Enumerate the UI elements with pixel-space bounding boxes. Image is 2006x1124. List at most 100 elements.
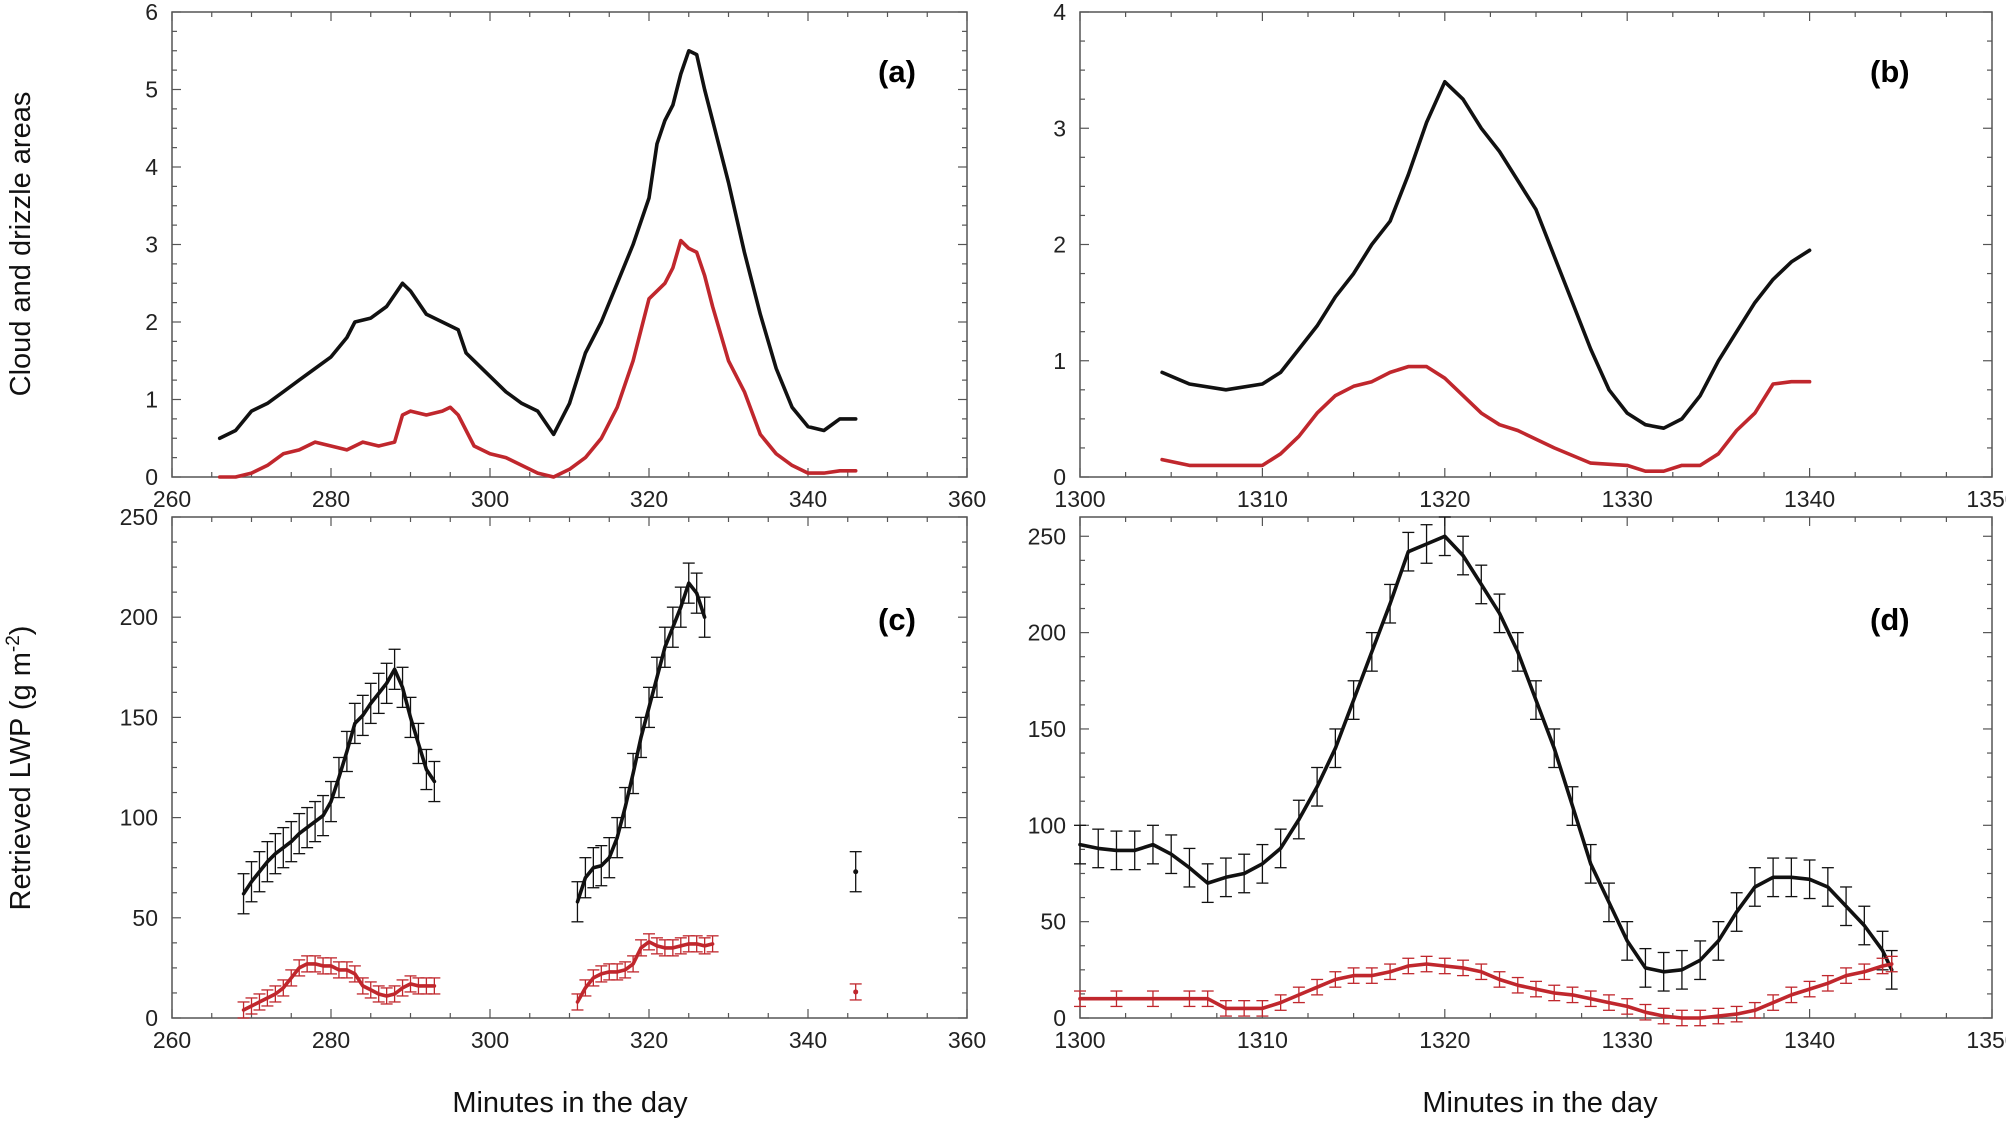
error-bar xyxy=(674,937,687,955)
error-bar xyxy=(1402,957,1415,975)
error-bar xyxy=(1347,967,1360,984)
error-bar xyxy=(1183,990,1196,1008)
error-bar xyxy=(1840,967,1853,984)
error-bar xyxy=(1457,959,1470,977)
x-tick-label: 280 xyxy=(312,486,350,512)
y-tick-label: 1 xyxy=(1053,348,1066,374)
error-bar xyxy=(1438,516,1451,557)
error-bar xyxy=(1530,980,1542,998)
error-bar xyxy=(309,800,322,843)
error-bar xyxy=(253,851,266,893)
error-bar xyxy=(1602,882,1615,923)
error-bar xyxy=(1785,857,1798,898)
y-tick-label: 6 xyxy=(145,0,158,25)
error-bar xyxy=(332,756,345,799)
y-tick-label: 3 xyxy=(145,232,158,258)
error-bar xyxy=(348,702,361,745)
error-bar xyxy=(1238,1000,1251,1017)
error-bar xyxy=(587,847,600,889)
error-bar xyxy=(1274,828,1287,869)
drizzle-series-line xyxy=(575,939,715,1004)
drizzle-series-line xyxy=(1160,364,1812,474)
error-bar xyxy=(1493,971,1506,988)
ticks-a: 260 280 300 320 340 360 0 1 2 3 4 5 6 xyxy=(145,0,986,512)
x-tick-label: 1300 xyxy=(1054,1027,1105,1053)
x-tick-label: 320 xyxy=(630,1027,668,1053)
error-bar xyxy=(698,937,711,955)
y-tick-label: 5 xyxy=(145,77,158,103)
error-bar xyxy=(1311,978,1324,996)
error-bar xyxy=(1548,728,1561,769)
x-tick-label: 300 xyxy=(471,486,509,512)
y-tick-label: 1 xyxy=(145,387,158,413)
error-bar xyxy=(643,686,655,729)
error-bar xyxy=(380,987,393,1005)
x-tick-label: 1340 xyxy=(1784,1027,1835,1053)
panel-label-b: (b) xyxy=(1870,54,1910,89)
error-bar xyxy=(356,694,369,737)
error-bar xyxy=(1639,947,1652,988)
error-bar xyxy=(1803,980,1816,998)
error-bar xyxy=(1110,830,1123,871)
error-bar xyxy=(1292,799,1305,840)
panel-label-c: (c) xyxy=(878,602,916,637)
y-tick-label: 250 xyxy=(120,504,158,530)
x-axis-title-c: Minutes in the day xyxy=(452,1087,688,1119)
panel-d: 130013101320133013401350050100150200250 … xyxy=(1028,516,2006,1119)
y-axis-title-a: Cloud and drizzle areas xyxy=(5,92,37,397)
y-tick-label: 100 xyxy=(120,805,158,831)
error-bar xyxy=(396,666,409,709)
error-bar xyxy=(1402,531,1415,572)
error-bar xyxy=(261,989,274,1007)
y-tick-label: 2 xyxy=(145,309,158,335)
error-bar xyxy=(1219,857,1232,898)
error-bar xyxy=(849,851,862,893)
error-bar xyxy=(404,696,417,739)
error-bar xyxy=(619,961,632,979)
error-bar xyxy=(1110,990,1123,1008)
y-tick-label: 200 xyxy=(1028,620,1066,646)
error-bar xyxy=(396,979,409,997)
error-bar xyxy=(571,993,584,1011)
series-area-b xyxy=(1160,80,1812,474)
error-bar xyxy=(1675,949,1688,990)
error-bar xyxy=(1767,994,1780,1011)
y-axis-title-c-tail: ) xyxy=(5,626,37,636)
plot-frame-b xyxy=(1079,11,1993,478)
error-bar xyxy=(1365,967,1378,984)
y-tick-label: 0 xyxy=(145,464,158,490)
x-tick-label: 280 xyxy=(312,1027,350,1053)
y-tick-label: 100 xyxy=(1028,812,1066,838)
error-bar xyxy=(428,977,441,995)
error-bar xyxy=(1748,867,1761,907)
error-bar xyxy=(666,939,679,957)
error-bar xyxy=(364,682,377,725)
error-bar xyxy=(1183,847,1196,888)
error-bar xyxy=(1274,994,1287,1011)
error-bar xyxy=(388,985,401,1003)
error-bar xyxy=(1785,986,1798,1004)
error-bar xyxy=(245,861,258,903)
error-bar xyxy=(269,985,282,1003)
y-tick-label: 2 xyxy=(1053,232,1066,258)
error-bar xyxy=(388,648,401,690)
error-bar xyxy=(1256,843,1269,884)
error-bar xyxy=(364,981,377,999)
error-bar xyxy=(340,730,353,773)
ticks-c: 260 280 300 320 340 360 0 50 100 150 200 250 xyxy=(120,504,987,1053)
error-bar xyxy=(404,975,417,993)
plot-frame-d xyxy=(1079,516,1993,1019)
error-bar xyxy=(293,959,306,977)
error-bar xyxy=(317,794,330,837)
error-bar xyxy=(285,969,298,987)
error-bar xyxy=(1165,834,1178,875)
error-bar xyxy=(285,820,298,863)
error-bar xyxy=(253,993,266,1011)
x-tick-label: 1310 xyxy=(1237,486,1288,512)
error-bar xyxy=(261,840,274,883)
x-tick-label: 340 xyxy=(789,1027,827,1053)
